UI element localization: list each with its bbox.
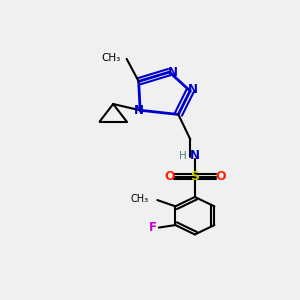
Text: CH₃: CH₃ bbox=[101, 52, 121, 63]
Text: N: N bbox=[167, 66, 177, 79]
Text: H: H bbox=[179, 151, 187, 161]
Text: F: F bbox=[149, 221, 157, 234]
Text: S: S bbox=[190, 170, 199, 184]
Text: O: O bbox=[164, 170, 175, 184]
Text: O: O bbox=[215, 170, 226, 184]
Text: N: N bbox=[134, 104, 144, 117]
Text: N: N bbox=[190, 149, 200, 162]
Text: CH₃: CH₃ bbox=[130, 194, 148, 204]
Text: N: N bbox=[188, 83, 198, 96]
